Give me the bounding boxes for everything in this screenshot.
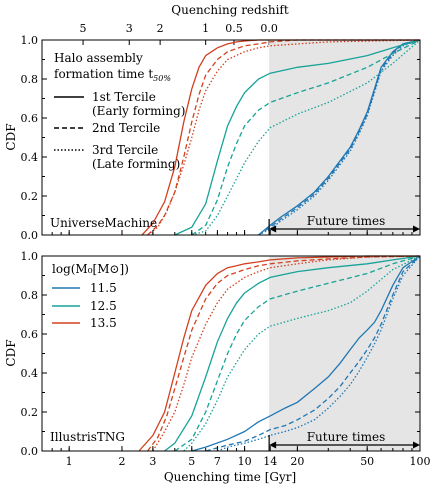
top-axis-ticks: 5 3 2 1 0.5 0.0	[80, 22, 278, 45]
y-tick-label: 0.6	[21, 328, 39, 341]
future-times-annotation	[268, 219, 420, 235]
cdf-curve-12-5-3rd-tercile	[183, 255, 421, 452]
y-tick-label: 0.0	[21, 229, 39, 242]
y-axis-ticks: 0.0 0.2 0.4 0.6 0.8 1.0	[21, 34, 420, 242]
cdf-curve-11-5-2nd-tercile	[258, 39, 421, 236]
y-tick-label: 0.4	[21, 151, 39, 164]
legend-mass-title: log(M₀[M⊙])	[52, 262, 129, 276]
future-arrow-head-left	[269, 441, 277, 449]
panel-label: IllustrisTNG	[50, 430, 125, 444]
future-times-label: Future times	[307, 214, 386, 228]
future-arrow-head-right	[413, 441, 420, 449]
future-times-shading	[269, 256, 420, 451]
top-tick-label: 5	[80, 22, 87, 35]
cdf-curve-12-5-1st-tercile	[174, 39, 421, 236]
y-axis-ticks: 0.0 0.2 0.4 0.6 0.8 1.0	[21, 250, 420, 458]
y-tick-label: 1.0	[21, 250, 39, 263]
y-tick-label: 1.0	[21, 34, 39, 47]
x-tick-label: 10	[238, 455, 252, 468]
cdf-curve-13-5-2nd-tercile	[147, 39, 420, 236]
cdf-curve-11-5-3rd-tercile	[217, 255, 421, 452]
x-tick-label: 50	[360, 455, 374, 468]
top-tick-label: 1	[202, 22, 209, 35]
top-tick-label: 0.5	[225, 22, 243, 35]
cdf-curve-12-5-1st-tercile	[164, 255, 421, 452]
x-tick-label: 7	[214, 455, 221, 468]
curves-illustristng	[138, 255, 421, 452]
legend-mass: log(M₀[M⊙]) 11.5 12.5 13.5	[52, 262, 129, 330]
future-times-annotation	[268, 435, 420, 451]
y-tick-label: 0.0	[21, 445, 39, 458]
x-axis-ticks: 1 2 3 5 7 10 14 20 50 100	[41, 446, 431, 468]
legend-terciles: Halo assembly formation time t50% 1st Te…	[54, 51, 185, 171]
top-tick-label: 3	[126, 22, 133, 35]
y-tick-label: 0.6	[21, 112, 39, 125]
legend-entry-1-line1: 1st Tercile	[92, 90, 156, 104]
future-arrow-head-left	[269, 225, 277, 233]
x-tick-label: 1	[66, 455, 73, 468]
legend-mass-label-12-5: 12.5	[90, 299, 117, 313]
cdf-curve-12-5-2nd-tercile	[174, 255, 421, 452]
x-tick-label: 20	[290, 455, 304, 468]
y-tick-label: 0.8	[21, 73, 39, 86]
y-tick-label: 0.2	[21, 190, 39, 203]
y-axis-label: CDF	[4, 339, 18, 366]
x-axis-ticks	[41, 230, 421, 235]
y-tick-label: 0.8	[21, 289, 39, 302]
legend-entry-3-line2: (Late forming)	[92, 157, 180, 171]
y-tick-label: 0.2	[21, 406, 39, 419]
cdf-curve-13-5-1st-tercile	[138, 255, 420, 452]
top-tick-label: 0.0	[260, 22, 278, 35]
y-axis-label: CDF	[4, 123, 18, 150]
legend-title-line1: Halo assembly	[54, 51, 143, 65]
x-tick-label: 3	[149, 455, 156, 468]
legend-entry-3-line1: 3rd Tercile	[92, 143, 158, 157]
cdf-curve-11-5-3rd-tercile	[258, 39, 421, 236]
top-axis-label: Quenching redshift	[171, 3, 289, 17]
cdf-curve-13-5-2nd-tercile	[147, 255, 421, 452]
panel-illustristng: 0.00.20.40.60.81.0 1 2 3 5 7 10 14 20 50 100 CDF …	[4, 250, 431, 468]
x-tick-label: 14	[263, 455, 277, 468]
cdf-curve-11-5-1st-tercile	[258, 39, 421, 236]
panel-label: UniverseMachine	[50, 216, 157, 230]
cdf-curve-12-5-2nd-tercile	[191, 39, 421, 236]
x-tick-label: 5	[188, 455, 195, 468]
legend-title-line2: formation time t50%	[54, 67, 171, 83]
legend-mass-label-11-5: 11.5	[90, 281, 117, 295]
cdf-curve-11-5-2nd-tercile	[205, 255, 421, 452]
future-arrow-head-right	[413, 225, 420, 233]
x-axis-label: Quenching time [Gyr]	[164, 470, 296, 484]
cdf-curve-12-5-3rd-tercile	[191, 39, 421, 236]
legend-entry-1-line2: (Early forming)	[92, 104, 185, 118]
top-tick-label: 2	[157, 22, 164, 35]
future-times-shading	[269, 40, 420, 235]
panel-universemachine: 0.0 0.2 0.4 0.6 0.8 1.0 CDF UniverseMachine F…	[4, 34, 421, 242]
x-tick-label: 2	[118, 455, 125, 468]
legend-mass-label-13-5: 13.5	[90, 316, 117, 330]
y-tick-label: 0.4	[21, 367, 39, 380]
legend-entry-2-line1: 2nd Tercile	[92, 121, 160, 135]
cdf-curve-13-5-3rd-tercile	[152, 255, 421, 452]
cdf-curve-11-5-1st-tercile	[191, 255, 421, 452]
future-times-label: Future times	[307, 430, 386, 444]
cdf-curve-13-5-3rd-tercile	[147, 39, 421, 236]
x-tick-label: 100	[410, 455, 431, 468]
